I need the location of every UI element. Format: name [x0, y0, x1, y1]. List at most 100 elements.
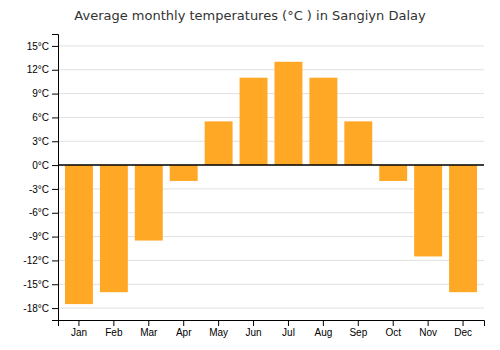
x-tick-label: Nov [419, 327, 437, 338]
y-tick-mark [52, 117, 58, 118]
y-tick-label: 6°C [32, 112, 49, 123]
y-tick: 0°C [32, 160, 58, 171]
bar [205, 121, 233, 165]
bar [100, 165, 128, 292]
x-tick-mark [323, 320, 324, 326]
y-tick: -15°C [23, 279, 58, 290]
bar [309, 78, 337, 165]
bar [449, 165, 477, 292]
y-tick: -12°C [23, 255, 58, 266]
y-tick: 6°C [32, 112, 58, 123]
y-tick-mark [52, 46, 58, 47]
y-tick-label: 12°C [27, 64, 49, 75]
x-tick-label: Jun [245, 327, 261, 338]
bar [414, 165, 442, 256]
x-tick-mark [463, 320, 464, 326]
x-tick: Oct [385, 320, 401, 338]
x-tick-label: Oct [385, 327, 401, 338]
y-tick: -3°C [29, 184, 58, 195]
bar [344, 121, 372, 165]
x-tick-mark [78, 320, 79, 326]
grid-line [58, 69, 484, 70]
x-axis: Jan Feb Mar Apr May Jun Jul Aug Sep Oct Nov Dec [59, 320, 485, 338]
chart: Average monthly temperatures (°C ) in Sa… [0, 0, 500, 350]
x-tick-mark [183, 320, 184, 326]
y-tick-label: 0°C [32, 160, 49, 171]
x-tick-mark [253, 320, 254, 326]
grid-line [58, 45, 484, 46]
y-tick-mark [52, 189, 58, 190]
y-tick: 12°C [27, 64, 58, 75]
y-tick-label: 3°C [32, 136, 49, 147]
y-tick-mark [52, 260, 58, 261]
x-tick: Nov [419, 320, 437, 338]
y-tick: 9°C [32, 88, 58, 99]
zero-line [58, 164, 484, 166]
x-tick-label: Jul [282, 327, 295, 338]
x-tick-label: Sep [349, 327, 367, 338]
grid-line [58, 308, 484, 309]
y-tick-label: 15°C [27, 41, 49, 52]
y-tick-mark [52, 308, 58, 309]
y-tick-label: -9°C [29, 231, 49, 242]
x-tick-label: Aug [314, 327, 332, 338]
grid-line [58, 117, 484, 118]
y-tick: -18°C [23, 303, 58, 314]
bars [58, 62, 484, 304]
y-tick-mark [52, 141, 58, 142]
y-tick: 3°C [32, 136, 58, 147]
x-tick-label: Dec [454, 327, 472, 338]
x-tick-mark [113, 320, 114, 326]
y-tick-mark [52, 70, 58, 71]
y-tick-mark [52, 165, 58, 166]
y-tick-mark [52, 284, 58, 285]
y-tick: -6°C [29, 207, 58, 218]
x-tick-mark [288, 320, 289, 326]
x-tick-mark [393, 320, 394, 326]
x-tick: Mar [140, 320, 158, 338]
title: Average monthly temperatures (°C ) in Sa… [74, 8, 426, 23]
y-tick-mark [52, 94, 58, 95]
x-tick: Dec [454, 320, 472, 338]
x-tick: Jan [71, 320, 87, 338]
x-tick-label: May [209, 327, 228, 338]
grid-line [58, 93, 484, 94]
plot: -18°C -15°C -12°C -9°C -6°C -3°C 0°C 3°C 6°C 9°C 1… [23, 35, 484, 339]
bar [240, 78, 268, 165]
y-axis: -18°C -15°C -12°C -9°C -6°C -3°C 0°C 3°C 6°C 9°C 1… [23, 35, 58, 321]
x-tick: Feb [105, 320, 123, 338]
grid-line [58, 165, 484, 166]
x-tick-label: Jan [71, 327, 87, 338]
y-axis-line [52, 35, 59, 321]
x-tick-mark [358, 320, 359, 326]
x-tick-mark [428, 320, 429, 326]
x-tick-label: Feb [105, 327, 123, 338]
y-tick-mark [52, 237, 58, 238]
y-tick-label: -3°C [29, 184, 49, 195]
x-tick-mark [148, 320, 149, 326]
y-tick-label: 9°C [32, 88, 49, 99]
x-tick-mark [218, 320, 219, 326]
bar [135, 165, 163, 240]
x-tick-label: Mar [140, 327, 158, 338]
grid [58, 46, 484, 308]
x-tick: Apr [176, 320, 192, 338]
x-axis-line [59, 321, 485, 327]
bar [170, 165, 198, 181]
x-tick: Jul [282, 320, 295, 338]
y-tick-label: -12°C [23, 255, 49, 266]
x-tick: Jun [245, 320, 261, 338]
x-tick: May [209, 320, 228, 338]
y-tick: 15°C [27, 41, 58, 52]
x-tick-label: Apr [176, 327, 192, 338]
grid-line [58, 141, 484, 142]
y-tick-mark [52, 213, 58, 214]
bar [65, 165, 93, 304]
x-tick: Aug [314, 320, 332, 338]
bar [379, 165, 407, 181]
y-tick-label: -6°C [29, 207, 49, 218]
y-tick-label: -15°C [23, 279, 49, 290]
bar [274, 62, 302, 165]
y-tick-label: -18°C [23, 303, 49, 314]
x-tick: Sep [349, 320, 367, 338]
